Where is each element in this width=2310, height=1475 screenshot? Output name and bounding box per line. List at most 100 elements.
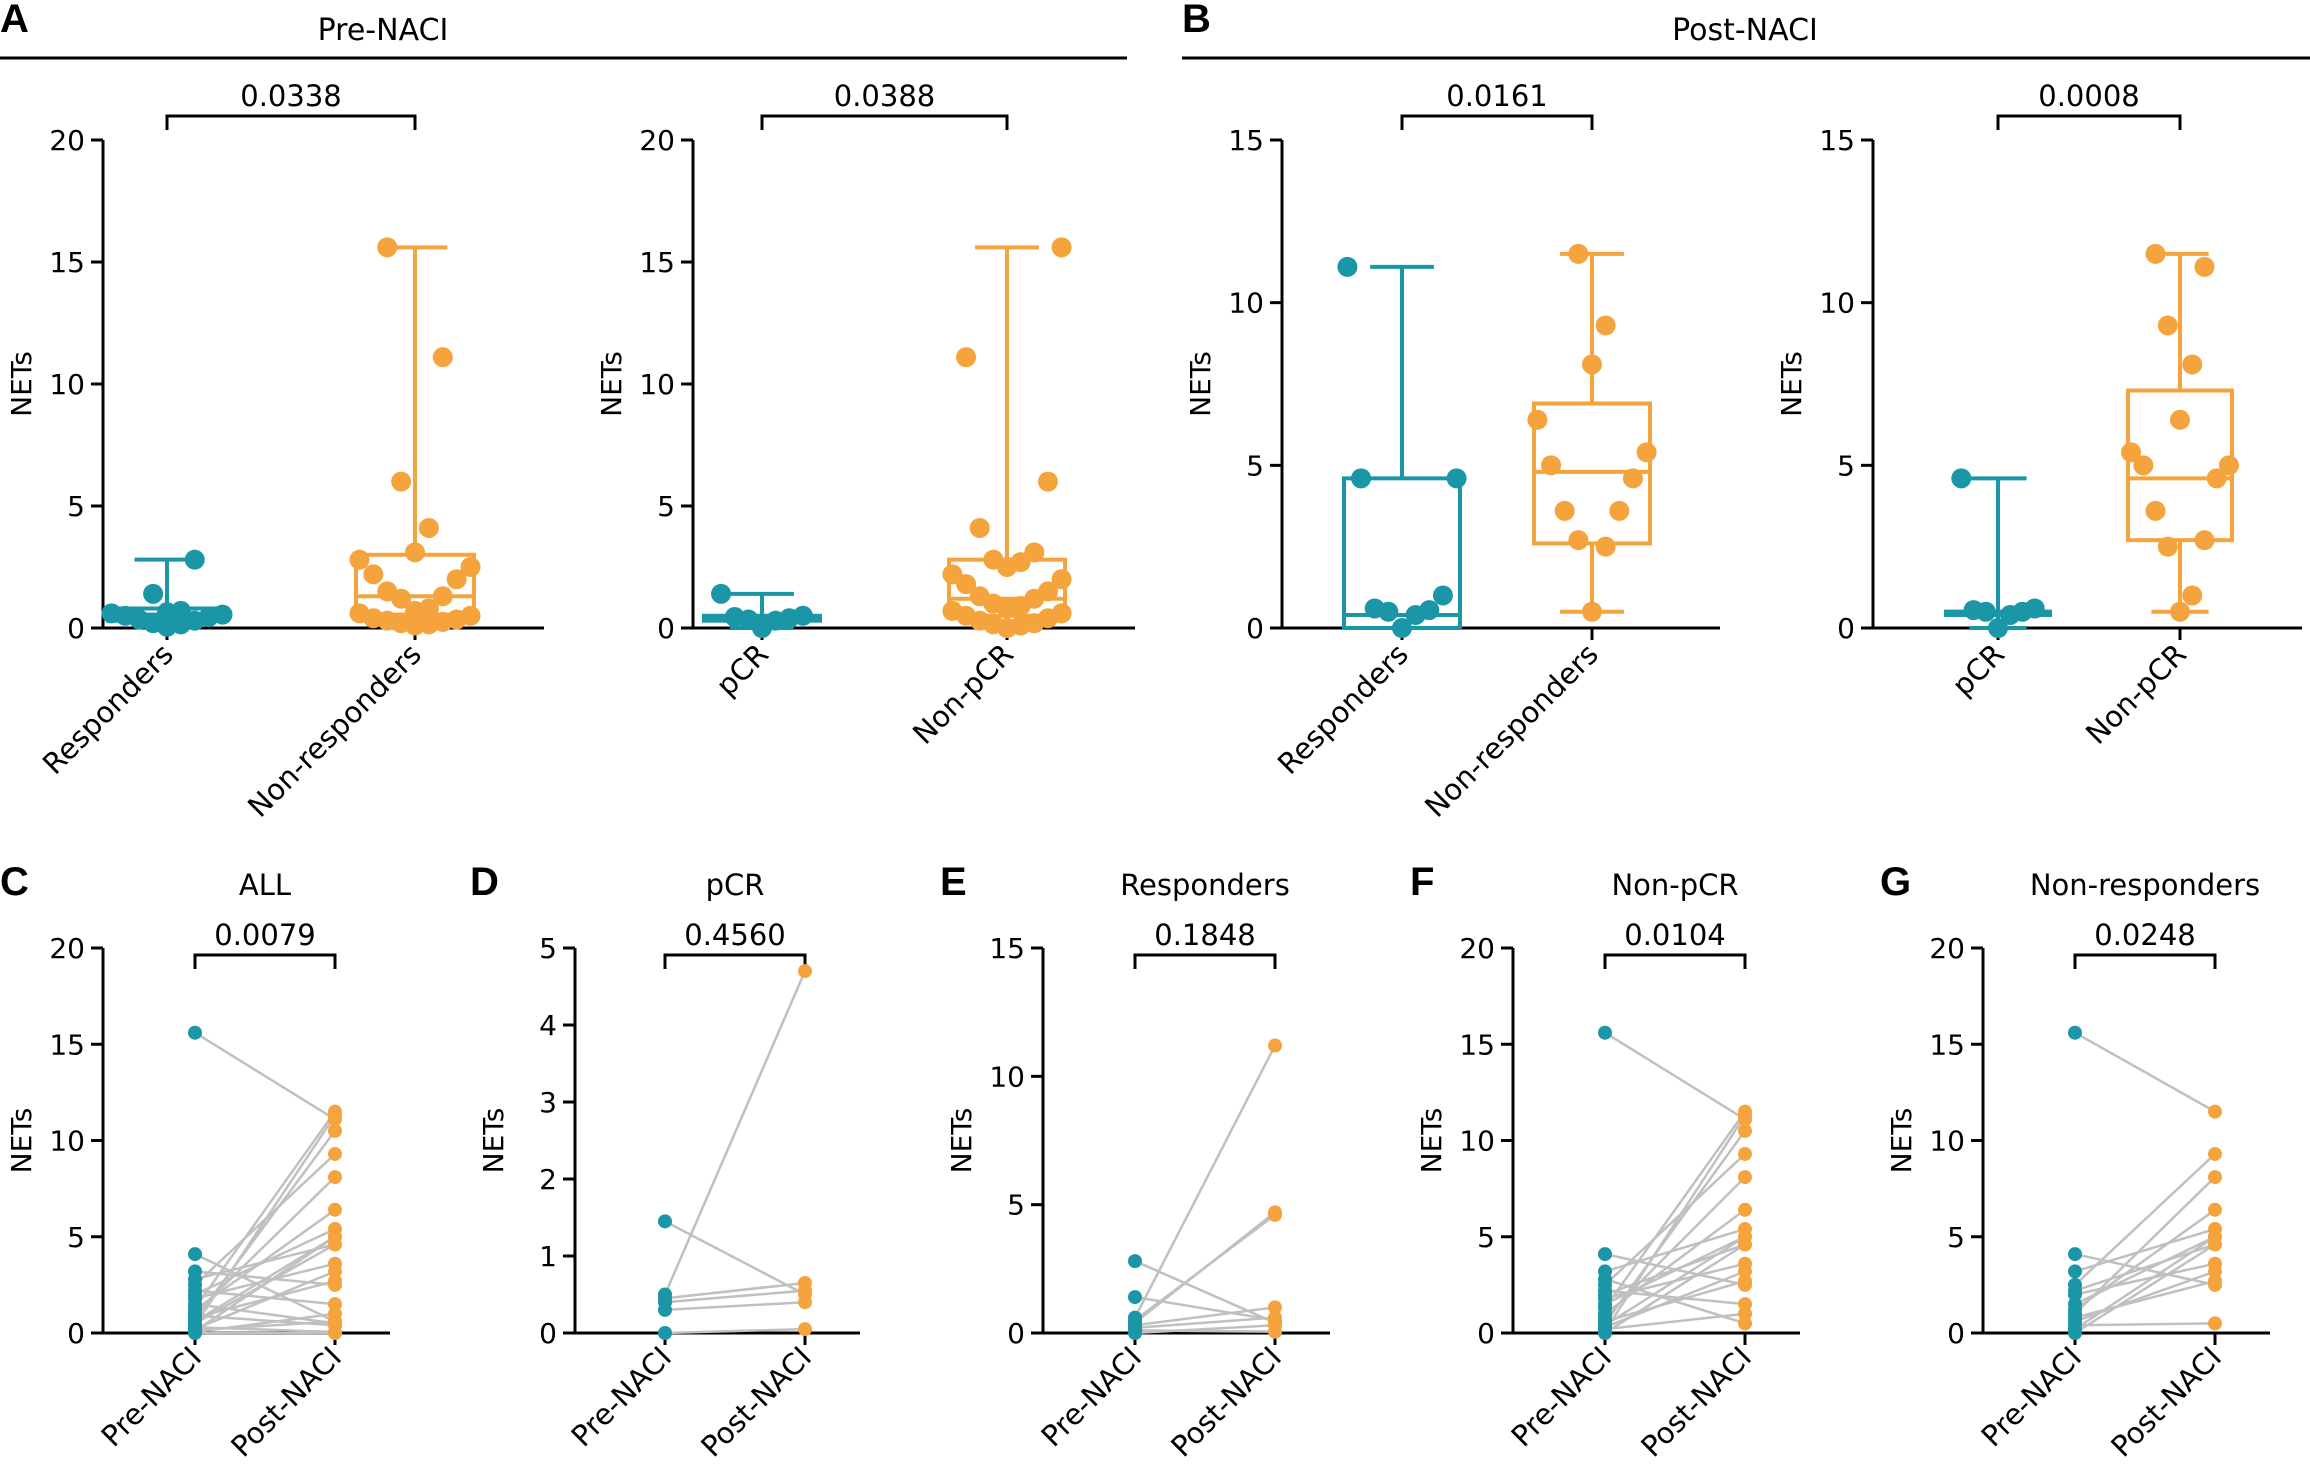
data-point (377, 237, 398, 258)
pair-line (2074, 1031, 2216, 1113)
chart-2-panel-a: 0 5 10 15 20 NETs pCR Non-pCR 0.0388 (595, 79, 1135, 751)
chart-9-panel-g: G Non-responders 0 5 10 15 20 NETs Pre-NACI Post-… (1880, 860, 2270, 1464)
p-value-label: 0.1848 (1154, 918, 1255, 952)
y-axis-label: NETs (1775, 351, 1808, 417)
pair-line (1134, 1306, 1276, 1327)
pair-line (663, 970, 807, 1295)
y-tick-label: 0 (1477, 1317, 1495, 1350)
pair-line (1604, 1235, 1746, 1327)
significance-bracket (165, 114, 417, 130)
data-point (1337, 256, 1358, 277)
panel-label-a: A (0, 0, 29, 41)
data-point-post (1738, 1170, 1752, 1185)
data-point (377, 581, 398, 602)
panel-label-e: E (940, 860, 967, 904)
p-value-label: 0.0388 (834, 79, 935, 113)
y-tick-label: 0 (657, 612, 675, 645)
data-point (184, 549, 205, 570)
data-point (432, 586, 453, 607)
data-point (2194, 530, 2215, 551)
data-point-pre (188, 1247, 202, 1262)
p-value-label: 0.0079 (214, 918, 315, 952)
significance-bracket (1603, 953, 1747, 969)
data-point-pre (1598, 1025, 1612, 1040)
pair-line (2074, 1235, 2216, 1331)
y-axis-label: NETs (945, 1108, 978, 1174)
data-point-pre (188, 1025, 202, 1040)
data-point (2157, 315, 2178, 336)
y-tick-label: 5 (1246, 449, 1264, 482)
data-point (792, 605, 813, 626)
data-point-post (1738, 1264, 1752, 1279)
data-point-post (1268, 1318, 1282, 1333)
y-tick-label: 0 (1007, 1317, 1025, 1350)
x-category-label: Post-NACI (1164, 1340, 1288, 1464)
y-axis-label: NETs (1415, 1108, 1448, 1174)
data-point (1554, 500, 1575, 521)
y-tick-label: 15 (639, 246, 675, 279)
data-point (1622, 468, 1643, 489)
data-point (101, 603, 122, 624)
data-point (2133, 455, 2154, 476)
data-point (1351, 468, 1372, 489)
data-point-post (2208, 1104, 2222, 1119)
pair-line (664, 1327, 806, 1335)
data-point (391, 471, 412, 492)
data-point-post (1738, 1316, 1752, 1331)
pair-line (1604, 1031, 1746, 1121)
pair-line (1134, 1211, 1276, 1324)
significance-bracket (2073, 953, 2217, 969)
significance-bracket (760, 114, 1009, 130)
data-point (1595, 536, 1616, 557)
data-point-post (328, 1297, 342, 1312)
data-point-post (328, 1170, 342, 1185)
p-value-label: 0.4560 (684, 918, 785, 952)
pair-line (2074, 1243, 2216, 1335)
data-point-post (798, 1322, 812, 1337)
data-point (1988, 618, 2008, 638)
y-tick-label: 10 (49, 368, 85, 401)
data-point (942, 600, 963, 621)
data-point (170, 600, 191, 621)
data-point (1446, 468, 1467, 489)
data-point (418, 517, 439, 538)
y-tick-label: 10 (989, 1060, 1025, 1093)
data-point-post (328, 1108, 342, 1123)
data-point-pre (1128, 1290, 1142, 1305)
panel-label-f: F (1410, 860, 1434, 904)
y-tick-label: 10 (49, 1125, 85, 1158)
data-point-pre (2068, 1025, 2082, 1040)
data-point-post (1738, 1297, 1752, 1312)
x-category-label: Non-responders (1418, 637, 1605, 824)
data-point (1037, 581, 1058, 602)
y-tick-label: 10 (1228, 287, 1264, 320)
y-tick-label: 5 (67, 1221, 85, 1254)
data-point-post (1268, 1038, 1282, 1053)
data-point (1432, 585, 1453, 606)
significance-bracket (1400, 114, 1594, 130)
y-tick-label: 5 (1837, 449, 1855, 482)
pair-line (193, 1114, 337, 1326)
significance-bracket (1996, 114, 2182, 130)
chart-8-panel-f: F Non-pCR 0 5 10 15 20 NETs Pre-NACI Post-NACI 0.0… (1410, 860, 1800, 1464)
x-category-label: Non-pCR (2079, 637, 2193, 751)
y-tick-label: 15 (1819, 124, 1855, 157)
x-category-label: Pre-NACI (565, 1340, 678, 1453)
pair-line (1603, 1114, 1747, 1332)
pair-line (194, 1312, 336, 1334)
data-point (956, 347, 977, 368)
data-point (2024, 598, 2045, 619)
pair-line (1604, 1153, 1746, 1286)
y-axis-label: NETs (595, 351, 628, 417)
y-tick-label: 20 (1459, 932, 1495, 965)
data-point (405, 542, 425, 563)
y-axis-label: NETs (1184, 351, 1217, 417)
data-point-post (328, 1123, 342, 1138)
data-point (460, 605, 481, 626)
data-point-post (2208, 1264, 2222, 1279)
data-point (1051, 603, 1072, 624)
pair-line (194, 1252, 336, 1323)
data-point (1051, 569, 1072, 590)
y-tick-label: 4 (539, 1009, 557, 1042)
chart-3-panel-b: 0 5 10 15 NETs Responders Non-responders 0.0161 (1184, 79, 1720, 824)
